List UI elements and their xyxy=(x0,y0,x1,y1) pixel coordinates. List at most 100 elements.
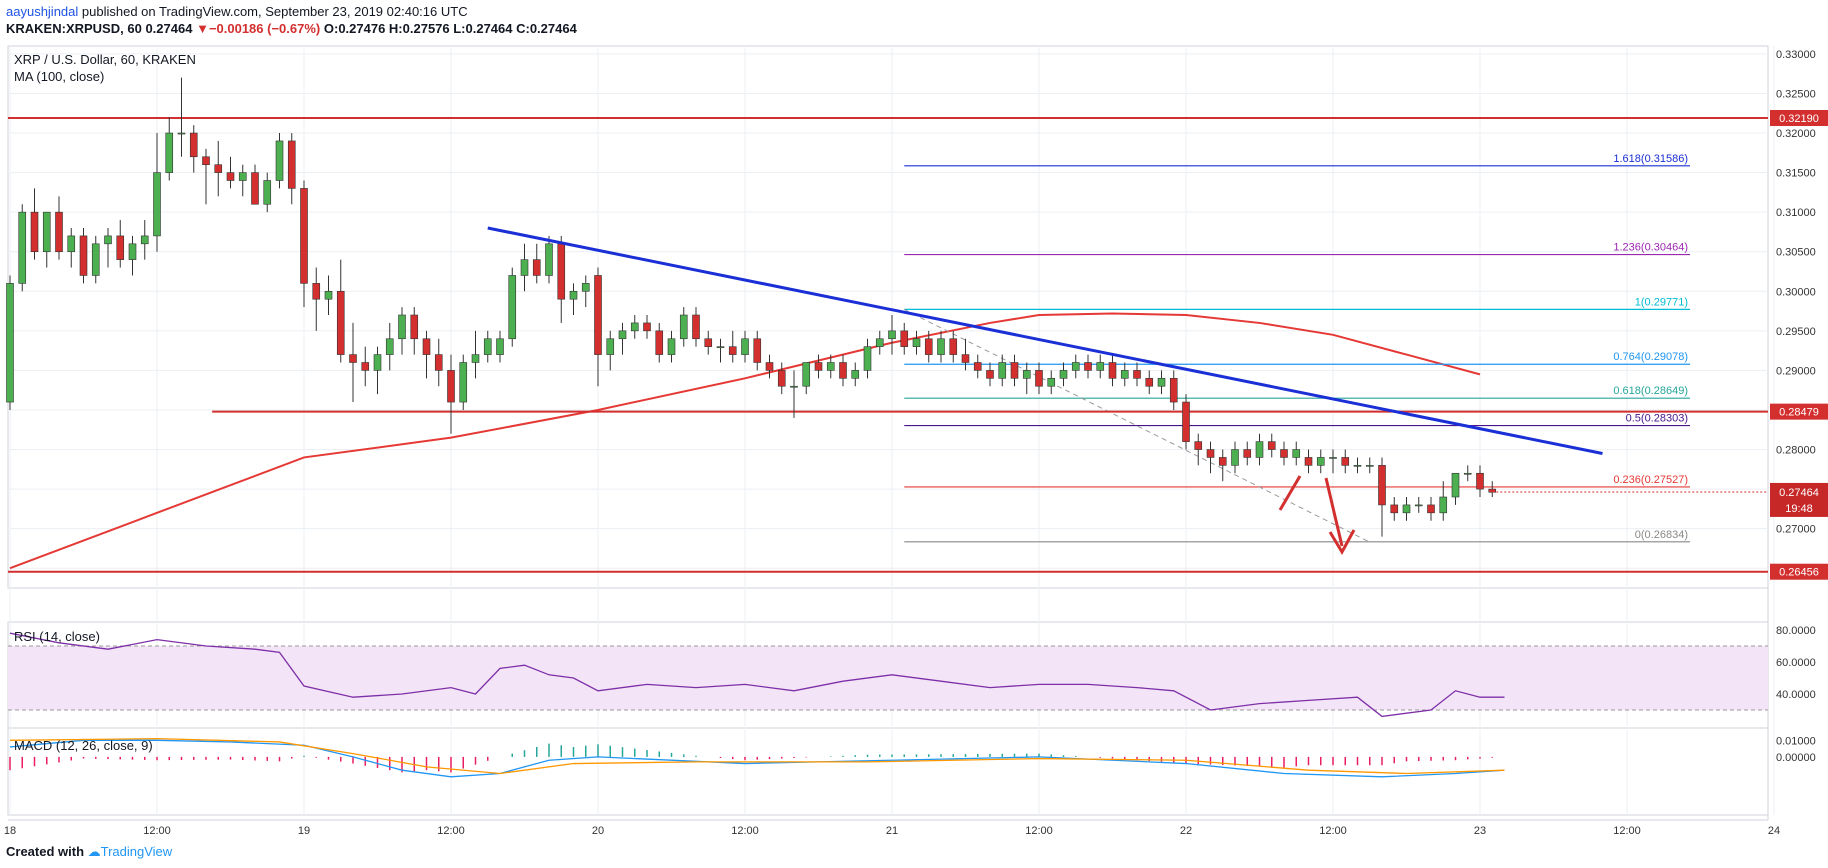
candle-body xyxy=(128,243,137,260)
x-tick-label: 23 xyxy=(1474,825,1486,837)
rsi-band xyxy=(8,646,1768,710)
fib-dashed-line xyxy=(904,309,1370,543)
candle-body xyxy=(1194,441,1203,450)
candle-body xyxy=(55,211,63,253)
down-arrow-icon: ▼ xyxy=(196,21,209,36)
candle-body xyxy=(300,188,308,284)
x-tick-label: 12:00 xyxy=(1613,825,1641,837)
symbol-line: KRAKEN:XRPUSD, 60 0.27464 ▼−0.00186 (−0.… xyxy=(6,21,577,36)
candle-body xyxy=(1255,441,1264,458)
candle-body xyxy=(1243,449,1252,458)
candle-body xyxy=(1414,504,1423,507)
candle-body xyxy=(1292,449,1301,458)
candle-body xyxy=(496,338,504,355)
y-tick-label: 0.31000 xyxy=(1776,207,1816,219)
candle-body xyxy=(667,338,676,355)
candle-body xyxy=(679,314,688,340)
candle-body xyxy=(459,362,468,403)
x-tick-label: 21 xyxy=(886,825,898,837)
candle-body xyxy=(1145,378,1154,387)
candle-body xyxy=(569,290,578,300)
x-tick-label: 12:00 xyxy=(143,825,171,837)
candle-body xyxy=(483,338,492,355)
y-tick-label: 0.30500 xyxy=(1776,247,1816,259)
candle-body xyxy=(937,338,945,355)
candle-body xyxy=(189,132,198,158)
candle-body xyxy=(802,362,811,387)
fib-level-label: 1.618(0.31586) xyxy=(1613,153,1688,165)
fib-level-label: 1(0.29771) xyxy=(1635,296,1688,308)
candle-body xyxy=(471,354,480,363)
last-price-tag xyxy=(1770,482,1828,517)
candle-body xyxy=(532,259,541,276)
tradingview-logo-icon: ☁ xyxy=(87,844,101,859)
candle-body xyxy=(1108,362,1117,379)
candle-body xyxy=(912,338,921,347)
candle-body xyxy=(202,156,210,165)
candle-body xyxy=(42,211,51,253)
publish-date: published on TradingView.com, September … xyxy=(81,4,468,19)
candle-body xyxy=(1035,370,1043,387)
sr-level-tag xyxy=(1770,110,1828,127)
last-price-text: 0.27464 xyxy=(145,21,193,36)
y-tick-label: 0.32000 xyxy=(1776,128,1816,140)
candle-body xyxy=(214,164,223,173)
candle-body xyxy=(1439,496,1448,514)
price-pane-frame xyxy=(7,45,1769,589)
candle-body xyxy=(79,235,88,276)
projection-down-arrow xyxy=(1324,477,1356,556)
candle-body xyxy=(336,290,345,355)
candle-body xyxy=(1402,504,1411,514)
fib-level-label: 0.5(0.28303) xyxy=(1626,413,1688,425)
candle-body xyxy=(1427,504,1435,514)
candle-body xyxy=(140,235,149,245)
sr-level-tag xyxy=(1770,563,1828,580)
candle-body xyxy=(434,354,443,371)
sr-level-value: 0.26456 xyxy=(1779,567,1819,579)
candle-body xyxy=(888,330,896,340)
author-link[interactable]: aayushjindal xyxy=(6,4,79,19)
price-change: −0.00186 (−0.67%) xyxy=(208,21,321,36)
candle-body xyxy=(655,330,664,355)
candle-body xyxy=(961,354,970,363)
candle-body xyxy=(361,362,370,371)
fib-level-label: 0.618(0.28649) xyxy=(1613,385,1688,397)
fib-level-label: 0.236(0.27527) xyxy=(1613,474,1688,486)
candle-body xyxy=(545,243,553,276)
rsi-tick-label: 40.0000 xyxy=(1776,689,1816,701)
y-tick-label: 0.32500 xyxy=(1776,88,1816,100)
x-tick-label: 20 xyxy=(592,825,604,837)
candle-body xyxy=(1390,504,1399,514)
candle-body xyxy=(1378,465,1386,506)
candle-body xyxy=(91,243,100,276)
chart-title: XRP / U.S. Dollar, 60, KRAKEN xyxy=(14,52,196,67)
candle-body xyxy=(949,338,958,355)
candle-body xyxy=(1133,370,1141,379)
candle-body xyxy=(1304,457,1313,466)
candle-body xyxy=(410,314,419,340)
candle-body xyxy=(1169,378,1178,403)
fib-level-label: 0(0.26834) xyxy=(1635,529,1688,541)
footer-brand[interactable]: TradingView xyxy=(100,844,173,859)
y-tick-label: 0.33000 xyxy=(1776,49,1816,61)
candle-body xyxy=(790,385,798,388)
symbol: KRAKEN:XRPUSD, 60 xyxy=(6,21,142,36)
x-tick-label: 12:00 xyxy=(731,825,759,837)
candle-body xyxy=(1059,370,1068,379)
macd-tick-label: 0.01000 xyxy=(1776,735,1816,747)
macd-legend: MACD (12, 26, close, 9) xyxy=(14,738,153,753)
rsi-legend: RSI (14, close) xyxy=(14,629,100,644)
sr-level-value: 0.32190 xyxy=(1779,113,1819,125)
candle-body xyxy=(753,338,762,363)
y-tick-label: 0.27000 xyxy=(1776,524,1816,536)
candle-body xyxy=(741,338,749,355)
candle-body xyxy=(30,211,39,253)
candle-body xyxy=(1476,472,1484,490)
candle-body xyxy=(226,172,235,181)
bearish-trendline xyxy=(487,226,1603,455)
candle-body xyxy=(814,362,823,371)
y-tick-label: 0.30000 xyxy=(1776,286,1816,298)
candle-body xyxy=(875,338,884,347)
rsi-tick-label: 80.0000 xyxy=(1776,625,1816,637)
